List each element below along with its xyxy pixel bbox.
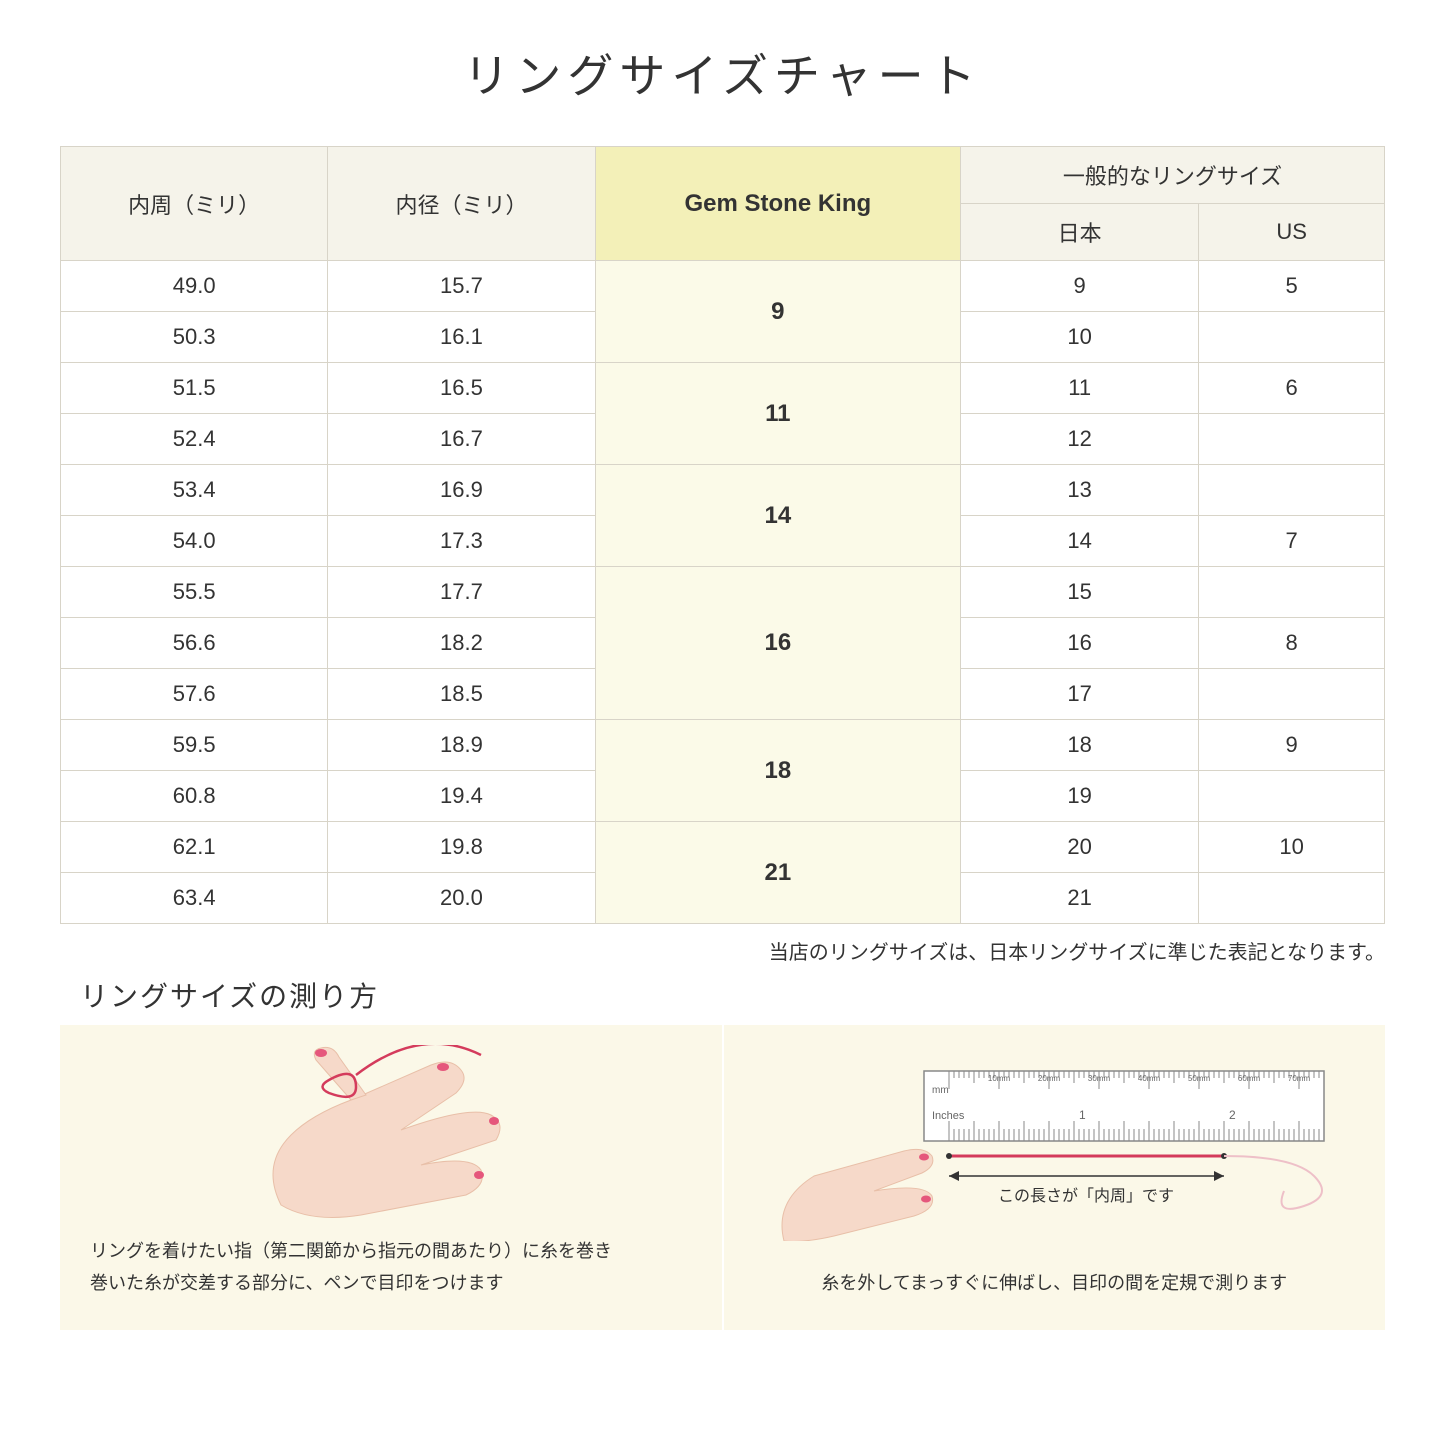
- cell-japan: 12: [961, 414, 1199, 465]
- cell-circumference: 63.4: [61, 873, 328, 924]
- table-row: 49.015.7995: [61, 261, 1385, 312]
- cell-circumference: 62.1: [61, 822, 328, 873]
- cell-diameter: 18.9: [328, 720, 595, 771]
- cell-us: [1199, 669, 1385, 720]
- cell-diameter: 20.0: [328, 873, 595, 924]
- cell-japan: 18: [961, 720, 1199, 771]
- svg-text:この長さが「内周」です: この長さが「内周」です: [998, 1187, 1174, 1205]
- cell-japan: 14: [961, 516, 1199, 567]
- cell-circumference: 56.6: [61, 618, 328, 669]
- cell-circumference: 59.5: [61, 720, 328, 771]
- cell-diameter: 19.4: [328, 771, 595, 822]
- svg-text:70mm: 70mm: [1288, 1074, 1311, 1083]
- cell-us: [1199, 465, 1385, 516]
- cell-japan: 16: [961, 618, 1199, 669]
- howto-right-caption: 糸を外してまっすぐに伸ばし、目印の間を定規で測ります: [754, 1267, 1356, 1299]
- cell-us: [1199, 567, 1385, 618]
- cell-gem: 11: [595, 363, 960, 465]
- cell-diameter: 16.5: [328, 363, 595, 414]
- howto-title: リングサイズの測り方: [80, 975, 1385, 1015]
- cell-japan: 9: [961, 261, 1199, 312]
- cell-gem: 18: [595, 720, 960, 822]
- cell-japan: 17: [961, 669, 1199, 720]
- svg-text:Inches: Inches: [932, 1110, 965, 1122]
- cell-diameter: 16.7: [328, 414, 595, 465]
- cell-japan: 13: [961, 465, 1199, 516]
- howto-left-caption: リングを着けたい指（第二関節から指元の間あたり）に糸を巻き巻いた糸が交差する部分…: [90, 1235, 692, 1300]
- cell-gem: 14: [595, 465, 960, 567]
- table-row: 55.517.71615: [61, 567, 1385, 618]
- svg-text:10mm: 10mm: [988, 1074, 1011, 1083]
- svg-text:20mm: 20mm: [1038, 1074, 1061, 1083]
- cell-circumference: 57.6: [61, 669, 328, 720]
- cell-gem: 16: [595, 567, 960, 720]
- howto-right-panel: mm Inches 1 2 10mm 20mm 30mm 40mm 50mm 60mm 70…: [724, 1025, 1386, 1330]
- cell-diameter: 19.8: [328, 822, 595, 873]
- svg-text:60mm: 60mm: [1238, 1074, 1261, 1083]
- cell-circumference: 52.4: [61, 414, 328, 465]
- cell-diameter: 17.7: [328, 567, 595, 618]
- th-diameter: 内径（ミリ）: [328, 147, 595, 261]
- th-general: 一般的なリングサイズ: [961, 147, 1385, 204]
- cell-circumference: 49.0: [61, 261, 328, 312]
- note-text: 当店のリングサイズは、日本リングサイズに準じた表記となります。: [60, 936, 1385, 965]
- cell-us: 5: [1199, 261, 1385, 312]
- cell-gem: 9: [595, 261, 960, 363]
- th-gem: Gem Stone King: [595, 147, 960, 261]
- table-row: 59.518.918189: [61, 720, 1385, 771]
- cell-japan: 11: [961, 363, 1199, 414]
- cell-gem: 21: [595, 822, 960, 924]
- cell-japan: 19: [961, 771, 1199, 822]
- cell-us: [1199, 414, 1385, 465]
- table-row: 53.416.91413: [61, 465, 1385, 516]
- cell-us: [1199, 873, 1385, 924]
- svg-text:30mm: 30mm: [1088, 1074, 1111, 1083]
- th-japan: 日本: [961, 204, 1199, 261]
- size-chart-table: 内周（ミリ） 内径（ミリ） Gem Stone King 一般的なリングサイズ …: [60, 146, 1385, 924]
- cell-diameter: 17.3: [328, 516, 595, 567]
- svg-text:1: 1: [1079, 1108, 1086, 1122]
- cell-japan: 20: [961, 822, 1199, 873]
- cell-japan: 21: [961, 873, 1199, 924]
- svg-text:mm: mm: [932, 1085, 949, 1096]
- cell-diameter: 15.7: [328, 261, 595, 312]
- cell-diameter: 16.9: [328, 465, 595, 516]
- cell-circumference: 54.0: [61, 516, 328, 567]
- svg-text:50mm: 50mm: [1188, 1074, 1211, 1083]
- svg-text:2: 2: [1229, 1108, 1236, 1122]
- cell-diameter: 18.2: [328, 618, 595, 669]
- cell-circumference: 60.8: [61, 771, 328, 822]
- cell-us: 10: [1199, 822, 1385, 873]
- svg-text:40mm: 40mm: [1138, 1074, 1161, 1083]
- howto-left-panel: リングを着けたい指（第二関節から指元の間あたり）に糸を巻き巻いた糸が交差する部分…: [60, 1025, 722, 1330]
- hand-wrap-illustration: [90, 1045, 692, 1225]
- th-us: US: [1199, 204, 1385, 261]
- cell-diameter: 16.1: [328, 312, 595, 363]
- cell-diameter: 18.5: [328, 669, 595, 720]
- cell-circumference: 50.3: [61, 312, 328, 363]
- ruler-illustration: mm Inches 1 2 10mm 20mm 30mm 40mm 50mm 60mm 70…: [754, 1045, 1356, 1257]
- cell-japan: 10: [961, 312, 1199, 363]
- cell-us: 9: [1199, 720, 1385, 771]
- cell-us: [1199, 312, 1385, 363]
- cell-us: [1199, 771, 1385, 822]
- page-title: リングサイズチャート: [60, 40, 1385, 106]
- cell-us: 6: [1199, 363, 1385, 414]
- cell-us: 7: [1199, 516, 1385, 567]
- table-row: 51.516.511116: [61, 363, 1385, 414]
- cell-us: 8: [1199, 618, 1385, 669]
- cell-circumference: 55.5: [61, 567, 328, 618]
- cell-circumference: 51.5: [61, 363, 328, 414]
- cell-japan: 15: [961, 567, 1199, 618]
- th-circumference: 内周（ミリ）: [61, 147, 328, 261]
- cell-circumference: 53.4: [61, 465, 328, 516]
- howto-section: リングを着けたい指（第二関節から指元の間あたり）に糸を巻き巻いた糸が交差する部分…: [60, 1025, 1385, 1330]
- table-row: 62.119.8212010: [61, 822, 1385, 873]
